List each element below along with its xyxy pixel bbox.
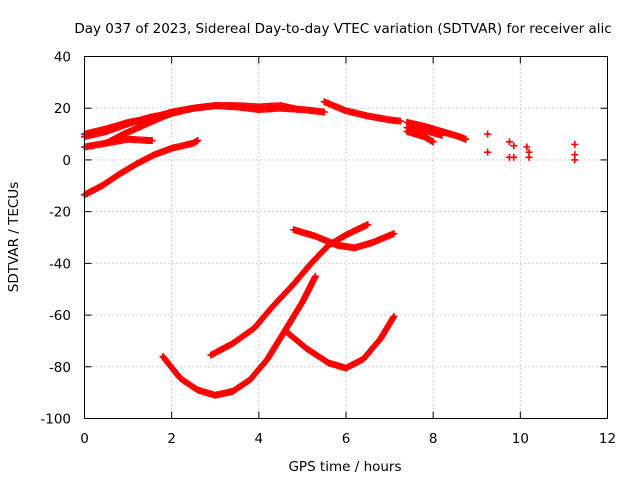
data-point xyxy=(462,135,470,143)
data-point xyxy=(525,153,533,161)
data-point xyxy=(438,131,446,139)
x-tick-label: 8 xyxy=(429,431,438,447)
data-point xyxy=(396,117,404,125)
chart-title: Day 037 of 2023, Sidereal Day-to-day VTE… xyxy=(74,21,611,37)
data-point xyxy=(389,314,397,322)
data-point xyxy=(294,106,302,114)
data-point xyxy=(194,137,202,145)
data-point xyxy=(364,221,372,229)
y-tick-label: 40 xyxy=(54,50,71,66)
series-arc-12 xyxy=(281,312,398,372)
x-tick-label: 10 xyxy=(512,431,529,447)
data-point xyxy=(484,130,492,138)
data-point xyxy=(510,142,518,150)
plot-frame xyxy=(84,56,608,419)
x-tick-label: 0 xyxy=(80,431,89,447)
data-point xyxy=(484,148,492,156)
data-point xyxy=(571,140,579,148)
data-point xyxy=(168,109,176,117)
data-point xyxy=(510,153,518,161)
x-tick-label: 2 xyxy=(167,431,176,447)
series-arc-13 xyxy=(290,226,398,252)
data-point xyxy=(390,312,398,320)
series-arc-11 xyxy=(207,221,372,359)
series-scattered xyxy=(484,130,579,164)
data-point xyxy=(320,108,328,116)
series-arc-3 xyxy=(81,102,302,141)
y-tick-label: 0 xyxy=(62,153,71,169)
y-axis-label: SDTVAR / TECUs xyxy=(6,182,22,292)
x-axis-ticks: 0 2 4 6 8 10 12 xyxy=(80,56,616,447)
data-point xyxy=(311,272,319,280)
series-arc-9 xyxy=(403,124,446,139)
y-tick-label: -100 xyxy=(40,412,71,428)
y-tick-label: 20 xyxy=(54,101,71,117)
data-point xyxy=(505,138,513,146)
data-point xyxy=(571,156,579,164)
x-tick-label: 6 xyxy=(342,431,351,447)
y-tick-label: -80 xyxy=(49,360,71,376)
y-tick-label: -20 xyxy=(49,205,71,221)
data-point xyxy=(390,230,398,238)
series-arc-6 xyxy=(320,98,404,125)
data-point xyxy=(429,138,437,146)
data-point xyxy=(148,137,156,145)
x-axis-label: GPS time / hours xyxy=(288,459,401,475)
x-tick-label: 4 xyxy=(255,431,264,447)
y-tick-label: -60 xyxy=(49,308,71,324)
series-arc-5 xyxy=(102,109,176,147)
y-tick-label: -40 xyxy=(49,256,71,272)
x-tick-label: 12 xyxy=(599,431,616,447)
data-points xyxy=(81,98,579,399)
data-point xyxy=(523,143,531,151)
